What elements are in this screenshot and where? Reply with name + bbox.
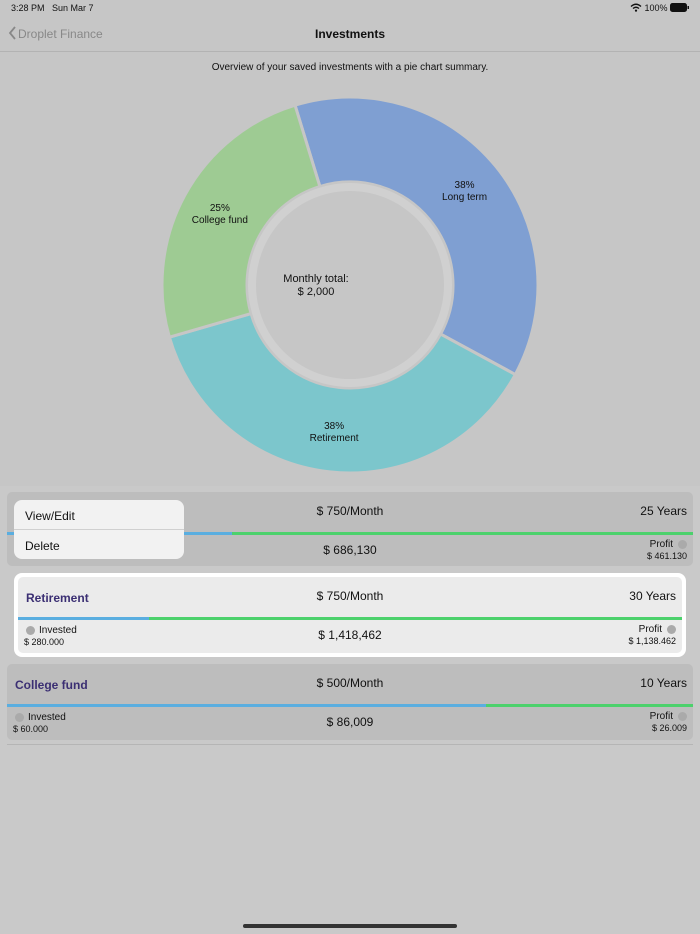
menu-item[interactable]: View/Edit bbox=[25, 509, 75, 523]
subtitle: Overview of your saved investments with … bbox=[211, 62, 489, 73]
status-time: 3:28 PM bbox=[11, 3, 45, 13]
profit-dot bbox=[667, 625, 676, 634]
center-label: $ 2,000 bbox=[298, 286, 335, 298]
profit-amount: $ 461.130 bbox=[646, 551, 687, 561]
context-menu: View/Edit Delete bbox=[14, 500, 184, 559]
back-button[interactable]: Droplet Finance bbox=[8, 26, 103, 41]
slice-value-label: 38% bbox=[324, 421, 344, 432]
duration: 10 Years bbox=[640, 676, 687, 690]
duration: 25 Years bbox=[640, 504, 687, 518]
profit-amount: $ 26.009 bbox=[651, 723, 687, 733]
progress-profit bbox=[149, 617, 682, 620]
invested-label: Invested bbox=[28, 712, 66, 723]
slice-category-label: College fund bbox=[192, 215, 248, 226]
wifi-icon bbox=[630, 3, 642, 12]
slice-category-label: Retirement bbox=[310, 433, 359, 444]
center-label: Monthly total: bbox=[283, 273, 348, 285]
nav-title: Investments bbox=[314, 27, 386, 41]
slice-value-label: 38% bbox=[455, 180, 475, 191]
home-indicator bbox=[243, 924, 457, 928]
progress-invested bbox=[18, 617, 150, 620]
menu-divider bbox=[14, 529, 184, 530]
donut-hole bbox=[256, 191, 444, 379]
progress-profit bbox=[485, 704, 693, 707]
total-amount: $ 86,009 bbox=[326, 715, 374, 729]
invested-dot bbox=[15, 713, 24, 722]
profit-label: Profit bbox=[649, 711, 673, 722]
nav-divider bbox=[0, 51, 700, 52]
battery-level: 100% bbox=[644, 3, 668, 13]
profit-dot bbox=[678, 540, 687, 549]
invested-amount: $ 280.000 bbox=[24, 637, 65, 647]
profit-dot bbox=[678, 712, 687, 721]
menu-item[interactable]: Delete bbox=[25, 539, 60, 553]
invested-amount: $ 60.000 bbox=[13, 724, 49, 734]
slice-value-label: 25% bbox=[210, 203, 230, 214]
battery-icon bbox=[670, 3, 689, 12]
total-amount: $ 1,418,462 bbox=[318, 628, 382, 642]
duration: 30 Years bbox=[629, 589, 676, 603]
monthly-amount: $ 500/Month bbox=[316, 676, 384, 690]
progress-invested bbox=[7, 704, 486, 707]
total-amount: $ 686,130 bbox=[323, 543, 377, 557]
profit-label: Profit bbox=[649, 539, 673, 550]
status-battery: 100% bbox=[630, 3, 690, 13]
monthly-amount: $ 750/Month bbox=[316, 504, 384, 518]
profit-label: Profit bbox=[638, 624, 662, 635]
investment-name: College fund bbox=[15, 678, 88, 692]
progress-profit bbox=[231, 532, 693, 535]
monthly-amount: $ 750/Month bbox=[316, 589, 384, 603]
donut-slice bbox=[167, 311, 518, 475]
back-chevron bbox=[8, 26, 16, 40]
investment-name: Retirement bbox=[26, 591, 89, 605]
donut-slice bbox=[293, 95, 540, 377]
investment-card[interactable]: Retirement $ 750/Month 30 Years Invested $ 2… bbox=[18, 577, 682, 653]
invested-label: Invested bbox=[39, 625, 77, 636]
slice-category-label: Long term bbox=[442, 192, 487, 203]
profit-amount: $ 1,138.462 bbox=[628, 636, 676, 646]
status-date: Sun Mar 7 bbox=[52, 3, 94, 13]
back-label: Droplet Finance bbox=[18, 27, 103, 41]
invested-dot bbox=[26, 626, 35, 635]
list-divider bbox=[7, 744, 693, 745]
investment-card[interactable]: College fund $ 500/Month 10 Years Invested $… bbox=[7, 664, 693, 740]
donut-slice bbox=[160, 103, 322, 340]
